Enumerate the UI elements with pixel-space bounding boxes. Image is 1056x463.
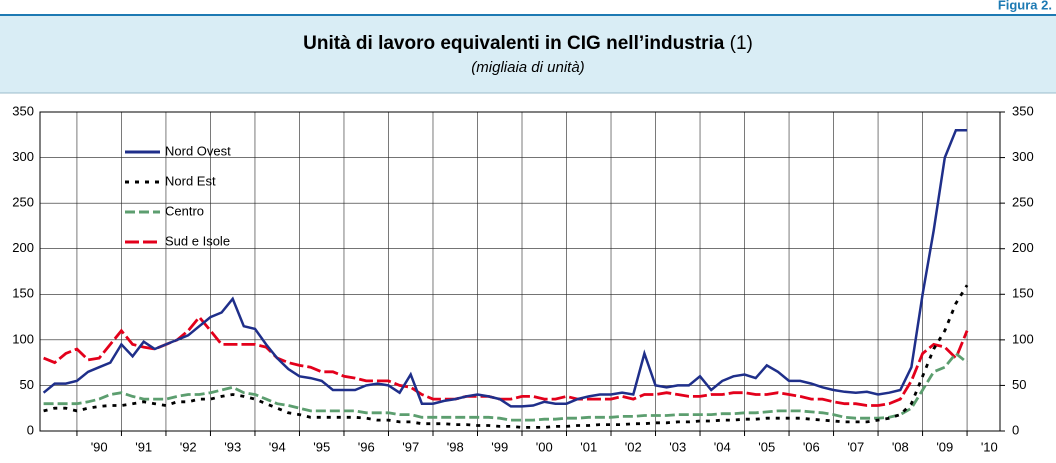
y2-tick-label: 0 (1012, 422, 1019, 437)
x-tick-label: '96 (358, 439, 375, 454)
y-tick-label: 0 (27, 422, 34, 437)
chart-subtitle: (migliaia di unità) (471, 59, 584, 76)
x-tick-label: '95 (313, 439, 330, 454)
x-tick-label: '91 (135, 439, 152, 454)
y2-tick-label: 350 (1012, 103, 1034, 118)
y-tick-label: 300 (12, 149, 34, 164)
title-note: (1) (730, 33, 753, 54)
x-tick-label: '07 (847, 439, 864, 454)
x-tick-label: '08 (892, 439, 909, 454)
y-tick-label: 200 (12, 240, 34, 255)
x-tick-label: '09 (936, 439, 953, 454)
x-tick-label: '02 (625, 439, 642, 454)
chart-title: Unità di lavoro equivalenti in CIG nell’… (303, 33, 753, 54)
y2-tick-label: 150 (1012, 286, 1034, 301)
y2-tick-label: 250 (1012, 195, 1034, 210)
header-band (0, 15, 1056, 93)
y-tick-label: 250 (12, 195, 34, 210)
y-tick-label: 100 (12, 331, 34, 346)
x-tick-label: '03 (669, 439, 686, 454)
y2-tick-label: 50 (1012, 377, 1026, 392)
series-line (42, 128, 968, 408)
plot-area (40, 112, 1000, 431)
y-tick-label: 150 (12, 286, 34, 301)
legend-label: Nord Est (165, 173, 216, 188)
legend-label: Sud e Isole (165, 233, 230, 248)
x-tick-label: '05 (758, 439, 775, 454)
series-line (43, 351, 968, 422)
x-tick-label: '04 (714, 439, 731, 454)
x-tick-label: '01 (580, 439, 597, 454)
legend-label: Nord Ovest (165, 143, 231, 158)
figure-label: Figura 2. (998, 0, 1052, 12)
y-tick-label: 350 (12, 103, 34, 118)
x-tick-label: '94 (269, 439, 286, 454)
x-tick-label: '93 (224, 439, 241, 454)
y-tick-label: 50 (20, 377, 34, 392)
x-tick-label: '06 (803, 439, 820, 454)
legend-label: Centro (165, 203, 204, 218)
x-tick-label: '99 (491, 439, 508, 454)
title-main: Unità di lavoro equivalenti in CIG nell’… (303, 33, 725, 54)
y2-tick-label: 200 (1012, 240, 1034, 255)
y2-tick-label: 100 (1012, 331, 1034, 346)
plot-border (39, 111, 1001, 432)
x-tick-label: '98 (447, 439, 464, 454)
x-tick-label: '97 (402, 439, 419, 454)
x-tick-label: '90 (91, 439, 108, 454)
y2-tick-label: 300 (1012, 149, 1034, 164)
x-tick-label: '10 (981, 439, 998, 454)
x-tick-label: '00 (536, 439, 553, 454)
series-line (43, 314, 969, 407)
x-tick-label: '92 (180, 439, 197, 454)
